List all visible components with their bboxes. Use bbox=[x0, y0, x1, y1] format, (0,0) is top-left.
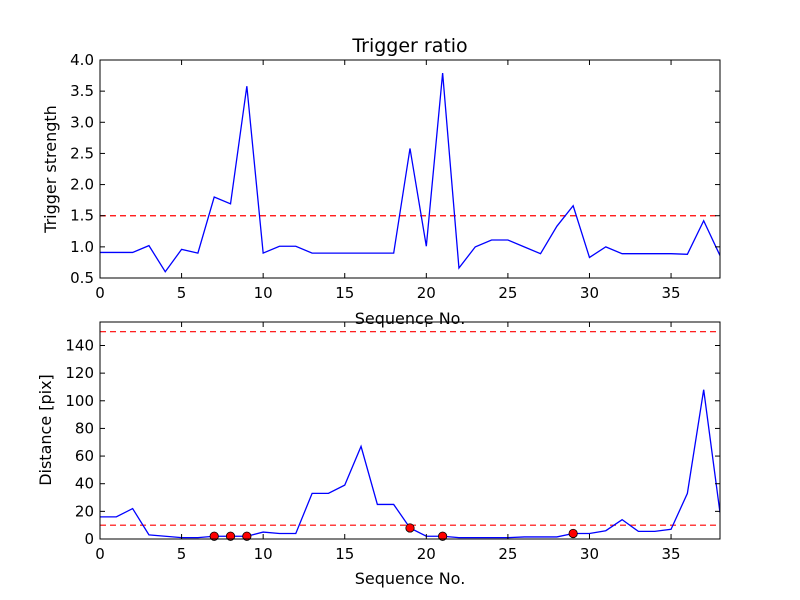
bottom-x-tick-label: 10 bbox=[254, 545, 273, 563]
top-x-tick-label: 35 bbox=[662, 284, 681, 302]
bottom-x-tick-label: 20 bbox=[417, 545, 436, 563]
top-y-tick-label: 1.0 bbox=[70, 238, 94, 256]
top-x-tick-label: 5 bbox=[177, 284, 187, 302]
bottom-marker-point bbox=[225, 531, 236, 541]
bottom-marker-point bbox=[568, 528, 578, 539]
top-x-tick-label: 30 bbox=[580, 284, 599, 302]
top-series-line-0 bbox=[100, 73, 720, 273]
bottom-y-tick-label: 0 bbox=[84, 530, 94, 548]
bottom-x-tick-label: 0 bbox=[95, 545, 105, 563]
distance-plot-area: 0 5 10 15 20 25 30 35 0 20 40 60 80 100 120 140 bbox=[65, 321, 721, 563]
bottom-y-tick-label: 100 bbox=[65, 392, 94, 410]
bottom-axes-frame bbox=[99, 321, 721, 540]
bottom-y-tick-label: 120 bbox=[65, 364, 94, 382]
top-x-axis-label: Sequence No. bbox=[355, 309, 466, 328]
top-axes-frame bbox=[99, 59, 721, 279]
bottom-marker-point bbox=[405, 523, 415, 533]
bottom-x-tick-label: 25 bbox=[498, 545, 517, 563]
bottom-x-tick-label: 5 bbox=[177, 545, 187, 563]
top-x-tick-label: 25 bbox=[498, 284, 517, 302]
bottom-x-tick-label: 15 bbox=[335, 545, 354, 563]
top-x-tick-label: 15 bbox=[335, 284, 354, 302]
bottom-y-tick-label: 40 bbox=[75, 475, 94, 493]
bottom-marker-point bbox=[209, 531, 219, 541]
top-y-tick-label: 1.5 bbox=[70, 207, 94, 225]
bottom-marker-point bbox=[242, 531, 252, 541]
bottom-x-tick-label: 35 bbox=[662, 545, 681, 563]
bottom-y-tick-label: 140 bbox=[65, 336, 94, 354]
distance-chart: 0 5 10 15 20 25 30 35 0 20 40 60 80 100 120 140 Sequenc… bbox=[36, 321, 721, 588]
bottom-y-tick-label: 60 bbox=[75, 447, 94, 465]
top-x-tick-label: 10 bbox=[254, 284, 273, 302]
top-y-tick-label: 2.0 bbox=[70, 176, 94, 194]
top-y-tick-label: 3.0 bbox=[70, 113, 94, 131]
top-y-tick-label: 4.0 bbox=[70, 51, 94, 69]
top-x-tick-label: 20 bbox=[417, 284, 436, 302]
bottom-y-tick-label: 80 bbox=[75, 419, 94, 437]
top-y-tick-label: 2.5 bbox=[70, 144, 94, 162]
trigger-ratio-chart: Trigger ratio 0 5 10 15 20 25 30 35 0.5 1.0 1.5 2.0… bbox=[41, 35, 721, 328]
top-y-axis-label: Trigger strength bbox=[41, 105, 60, 234]
top-y-tick-label: 3.5 bbox=[70, 82, 94, 100]
bottom-marker-point bbox=[438, 531, 448, 541]
bottom-x-tick-label: 30 bbox=[580, 545, 599, 563]
bottom-y-tick-label: 20 bbox=[75, 502, 94, 520]
top-y-tick-label: 0.5 bbox=[70, 269, 94, 287]
trigger-ratio-plot-area: 0 5 10 15 20 25 30 35 0.5 1.0 1.5 2.0 2.5 3.0 3.5 4.0 bbox=[70, 51, 721, 302]
chart-title: Trigger ratio bbox=[351, 35, 467, 57]
bottom-x-axis-label: Sequence No. bbox=[355, 569, 466, 588]
top-x-tick-label: 0 bbox=[95, 284, 105, 302]
bottom-y-axis-label: Distance [pix] bbox=[36, 374, 55, 486]
